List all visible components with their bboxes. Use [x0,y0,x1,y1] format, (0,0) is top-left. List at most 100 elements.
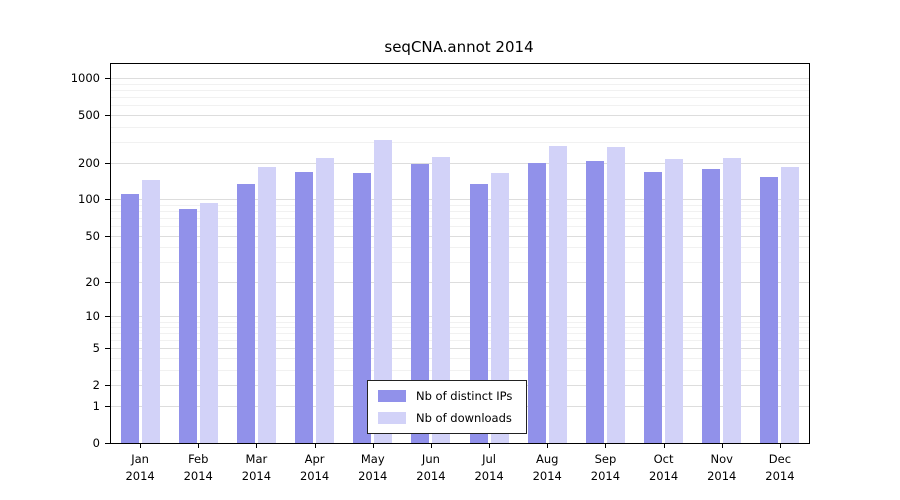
x-tick-label: Apr 2014 [283,451,347,486]
x-tick-mark [779,443,781,448]
bar-downloads [781,167,800,443]
gridline [111,114,809,116]
y-tick-label: 1 [92,399,100,414]
minor-gridline [111,105,809,107]
bar-distinct-ips [411,164,430,443]
bar-distinct-ips [178,209,197,443]
gridline [111,282,809,284]
x-tick-mark [605,443,607,448]
x-tick-label-month: Nov [710,452,733,466]
legend-label-downloads: Nb of downloads [416,411,512,425]
minor-gridline [111,90,809,92]
minor-gridline [111,84,809,85]
gridline [111,78,809,80]
gridline [111,348,809,350]
bar-downloads [141,180,160,443]
x-tick-label: Jul 2014 [457,451,521,486]
x-tick-label: Sep 2014 [573,451,637,486]
bar-distinct-ips [644,171,663,443]
x-tick-label-year: 2014 [474,469,504,484]
x-tick-label-month: Dec [768,452,792,466]
x-tick-label-year: 2014 [765,469,795,484]
x-tick-label: Nov 2014 [690,451,754,486]
x-tick-label-year: 2014 [125,469,155,484]
x-tick-label: Mar 2014 [224,451,288,486]
bar-downloads [199,203,218,443]
gridline [111,316,809,318]
bar-distinct-ips [702,168,721,443]
y-tick-label: 2 [92,378,100,393]
x-tick-label-month: Mar [245,452,268,466]
x-tick-label-year: 2014 [416,469,446,484]
x-tick-mark [140,443,142,448]
minor-gridline [111,226,809,228]
bar-downloads [316,158,335,443]
y-tick-mark [105,443,110,444]
legend-label-distinct-ips: Nb of distinct IPs [416,389,513,403]
minor-gridline [111,211,809,213]
y-tick-label: 100 [78,192,100,207]
x-tick-label: Dec 2014 [748,451,812,486]
y-tick-mark [105,316,110,318]
x-tick-mark [489,443,491,448]
x-tick-label-month: May [360,452,385,466]
x-tick-label: Jan 2014 [108,451,172,486]
x-tick-mark [198,443,200,448]
x-tick-label-year: 2014 [707,469,737,484]
minor-gridline [111,333,809,335]
minor-gridline [111,204,809,206]
x-tick-label: May 2014 [341,451,405,486]
bar-downloads [606,147,625,443]
x-tick-label-year: 2014 [532,469,562,484]
x-tick-label-month: Jan [131,452,149,466]
y-tick-label: 10 [85,309,100,324]
minor-gridline [111,218,809,220]
minor-gridline [111,340,809,342]
x-tick-label-year: 2014 [299,469,330,484]
y-tick-label: 0 [92,436,100,450]
minor-gridline [111,261,809,263]
bar-distinct-ips [527,163,546,443]
x-tick-label-month: Jul [482,452,497,466]
bar-downloads [665,159,684,443]
x-tick-mark [314,443,316,448]
y-tick-label: 200 [78,156,100,171]
x-tick-label: Oct 2014 [632,451,696,486]
x-tick-label-month: Feb [188,452,209,466]
bar-downloads [432,156,451,443]
bar-downloads [374,140,393,443]
x-tick-label-year: 2014 [358,469,388,484]
y-tick-mark [105,78,110,80]
legend-swatch-downloads [378,412,406,424]
x-tick-label-month: Jun [421,452,440,466]
minor-gridline [111,126,809,128]
x-tick-label-month: Aug [536,452,559,466]
y-tick-mark [105,114,110,116]
gridline [111,163,809,165]
gridline [111,199,809,201]
bar-distinct-ips [236,183,255,443]
x-tick-mark [256,443,258,448]
bar-distinct-ips [295,171,314,443]
y-tick-mark [105,385,110,387]
x-tick-mark [721,443,723,448]
x-tick-label-year: 2014 [183,469,213,484]
x-tick-label: Jun 2014 [399,451,463,486]
x-tick-label-month: Oct [653,452,674,466]
x-tick-label-month: Sep [594,452,617,466]
bar-downloads [723,158,742,443]
bar-downloads [548,146,567,443]
x-tick-mark [547,443,549,448]
x-tick-mark [430,443,432,448]
y-tick-mark [105,163,110,165]
minor-gridline [111,97,809,99]
y-tick-mark [105,406,110,408]
x-tick-mark [372,443,374,448]
minor-gridline [111,247,809,249]
y-tick-label: 50 [85,228,100,243]
minor-gridline [111,327,809,329]
y-tick-mark [105,235,110,237]
legend-swatch-distinct-ips [378,390,406,402]
x-tick-label: Aug 2014 [515,451,579,486]
